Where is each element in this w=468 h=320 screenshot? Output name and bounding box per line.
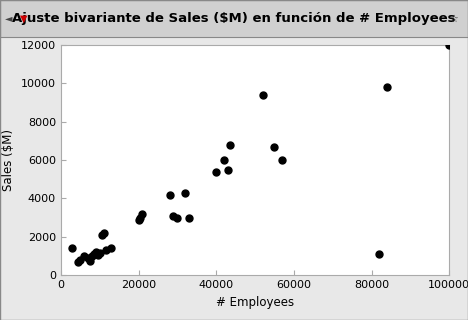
Text: ◄: ◄: [5, 13, 12, 23]
Point: [86, 258, 94, 263]
Text: Ajuste bivariante de Sales ($M) en función de # Employees: Ajuste bivariante de Sales ($M) en funci…: [12, 12, 456, 25]
Point: [182, 190, 189, 195]
X-axis label: # Employees: # Employees: [216, 296, 294, 308]
Point: [446, 42, 453, 47]
Point: [137, 215, 144, 220]
Point: [224, 167, 232, 172]
Point: [74, 259, 82, 264]
Point: [170, 213, 177, 218]
Point: [108, 246, 115, 251]
Text: ☆: ☆: [450, 13, 458, 23]
Point: [135, 217, 142, 222]
Point: [94, 252, 102, 258]
Point: [102, 248, 109, 253]
Point: [84, 255, 92, 260]
Point: [174, 215, 181, 220]
Text: ▼: ▼: [20, 13, 27, 23]
Point: [90, 252, 98, 257]
Point: [96, 251, 103, 256]
Point: [271, 144, 278, 149]
Point: [88, 253, 95, 259]
Point: [212, 169, 220, 174]
Y-axis label: Sales ($M): Sales ($M): [2, 129, 15, 191]
Point: [376, 252, 383, 257]
Point: [98, 232, 105, 237]
Point: [139, 211, 146, 216]
Point: [226, 142, 234, 147]
Point: [77, 257, 84, 262]
Point: [100, 230, 107, 236]
Point: [383, 84, 391, 90]
Point: [166, 192, 173, 197]
Point: [259, 92, 267, 97]
Point: [278, 157, 286, 163]
Point: [92, 250, 100, 255]
Point: [69, 246, 76, 251]
Point: [185, 215, 193, 220]
Point: [220, 157, 228, 163]
Point: [80, 253, 88, 259]
